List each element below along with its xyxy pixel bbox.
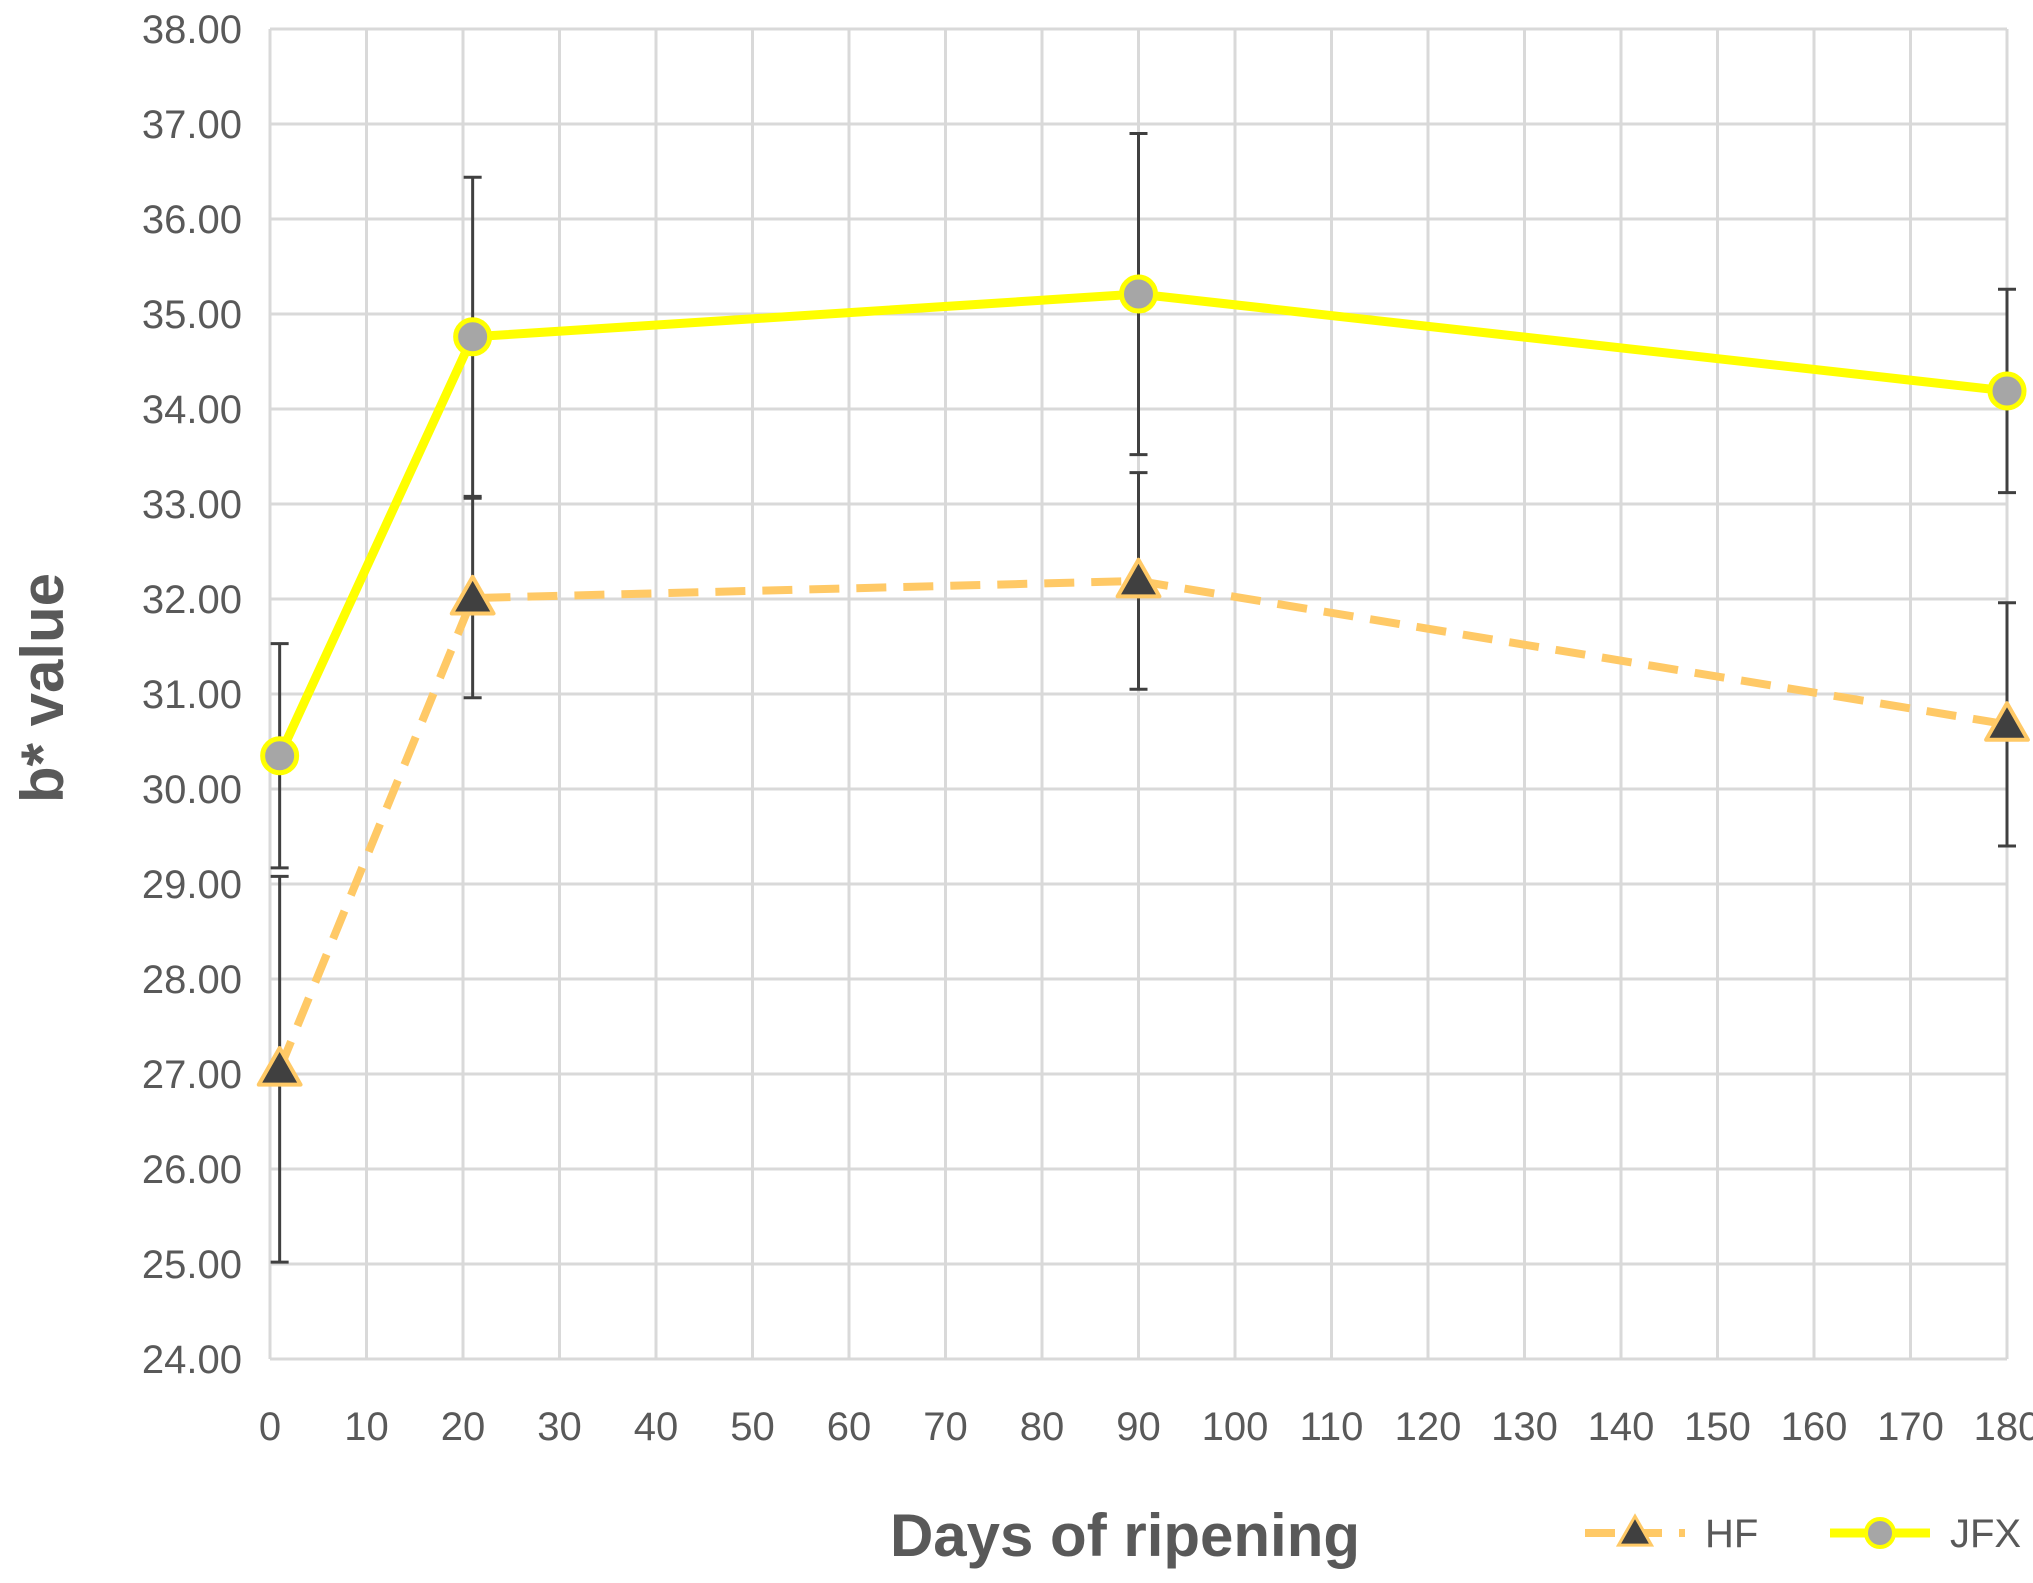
- y-tick-label: 35.00: [142, 293, 242, 337]
- y-tick-label: 33.00: [142, 483, 242, 527]
- x-tick-label: 30: [537, 1405, 582, 1449]
- y-tick-label: 37.00: [142, 103, 242, 147]
- point-hf: [1115, 557, 1162, 599]
- y-axis-title: b* value: [9, 573, 76, 803]
- series-line-jfx: [275, 289, 2008, 758]
- y-tick-label: 34.00: [142, 388, 242, 432]
- x-tick-label: 90: [1116, 1405, 1161, 1449]
- y-tick-label: 26.00: [142, 1148, 242, 1192]
- x-tick-label: 160: [1781, 1405, 1848, 1449]
- y-axis-ticks: 24.00 25.00 26.00 27.00 28.00 29.00 30.00 31.00…: [142, 8, 242, 1382]
- x-tick-label: 100: [1202, 1405, 1269, 1449]
- x-tick-label: 0: [259, 1405, 281, 1449]
- x-tick-label: 70: [923, 1405, 968, 1449]
- x-tick-label: 140: [1588, 1405, 1655, 1449]
- x-tick-label: 130: [1491, 1405, 1558, 1449]
- legend-marker-jfx: [1864, 1517, 1896, 1549]
- x-tick-label: 180: [1974, 1405, 2033, 1449]
- y-tick-label: 38.00: [142, 8, 242, 52]
- x-tick-label: 80: [1020, 1405, 1065, 1449]
- legend-marker-hf: [1615, 1513, 1655, 1547]
- x-tick-label: 60: [827, 1405, 872, 1449]
- x-tick-label: 150: [1684, 1405, 1751, 1449]
- x-tick-label: 110: [1300, 1405, 1364, 1449]
- x-tick-label: 40: [634, 1405, 679, 1449]
- y-tick-label: 27.00: [142, 1053, 242, 1097]
- x-axis-ticks: 0 10 20 30 40 50 60 70 80 90 100 110 120 130 140 150 160…: [259, 1405, 2033, 1449]
- point-hf: [449, 574, 496, 616]
- point-jfx: [1987, 371, 2027, 411]
- y-tick-label: 24.00: [142, 1338, 242, 1382]
- legend-item-jfx: JFX: [1830, 1512, 2021, 1556]
- x-axis-title: Days of ripening: [890, 1502, 1360, 1569]
- series-markers: [256, 274, 2030, 1087]
- y-tick-label: 30.00: [142, 768, 242, 812]
- y-tick-label: 25.00: [142, 1243, 242, 1287]
- legend-label-jfx: JFX: [1950, 1512, 2021, 1556]
- x-tick-label: 50: [730, 1405, 775, 1449]
- point-jfx: [1119, 274, 1158, 314]
- x-tick-label: 170: [1877, 1405, 1944, 1449]
- point-hf: [1984, 701, 2030, 742]
- y-tick-label: 31.00: [142, 673, 242, 717]
- x-tick-label: 20: [441, 1405, 486, 1449]
- y-tick-label: 32.00: [142, 578, 242, 622]
- series-lines: [275, 289, 2008, 1071]
- x-tick-label: 120: [1395, 1405, 1462, 1449]
- legend-item-hf: HF: [1585, 1512, 1758, 1556]
- y-tick-label: 36.00: [142, 198, 242, 242]
- legend-label-hf: HF: [1705, 1512, 1758, 1556]
- series-line-hf: [275, 576, 2008, 1071]
- point-jfx: [260, 736, 300, 776]
- y-tick-label: 28.00: [142, 958, 242, 1002]
- y-tick-label: 29.00: [142, 863, 242, 907]
- x-tick-label: 10: [344, 1405, 389, 1449]
- point-jfx: [453, 317, 493, 357]
- point-hf: [256, 1046, 303, 1087]
- legend: HF JFX: [1585, 1512, 2021, 1556]
